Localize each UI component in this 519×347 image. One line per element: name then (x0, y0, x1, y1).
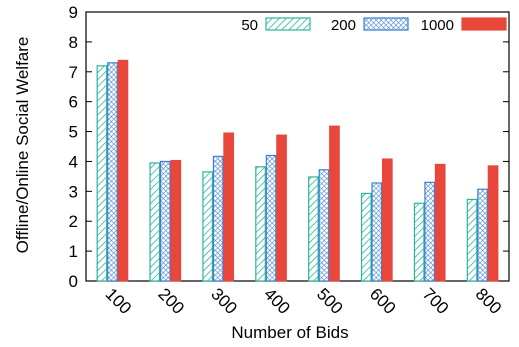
x-tick-label: 800 (472, 284, 505, 317)
bar-200-800 (477, 188, 488, 282)
x-tick-label: 400 (260, 284, 293, 317)
y-tick-label: 9 (69, 3, 78, 22)
legend-label: 1000 (421, 17, 454, 34)
bar-50-100 (96, 65, 108, 282)
bar-1000-500 (329, 125, 340, 282)
y-tick-label: 0 (69, 272, 78, 291)
y-tick-label: 2 (69, 212, 78, 231)
y-tick-label: 4 (69, 152, 78, 171)
bar-50-200 (149, 162, 161, 282)
bar-1000-100 (117, 59, 129, 282)
bar-50-700 (413, 202, 425, 282)
bar-1000-300 (223, 132, 235, 282)
legend-swatch (461, 17, 507, 31)
bar-50-500 (308, 176, 319, 282)
y-axis-label: Offline/Online Social Welfare (13, 37, 32, 254)
bar-1000-700 (434, 163, 446, 282)
bar-200-300 (212, 155, 224, 282)
legend-swatch (363, 17, 409, 31)
bar-200-600 (371, 182, 383, 282)
x-tick-label: 300 (207, 284, 240, 317)
legend-label: 200 (331, 17, 356, 34)
plot-area (85, 11, 510, 282)
bar-200-700 (424, 181, 436, 282)
y-tick-label: 1 (69, 242, 78, 261)
x-tick-label: 200 (154, 284, 187, 317)
y-tick-label: 7 (69, 63, 78, 82)
y-tick-label: 8 (69, 33, 78, 52)
legend-swatch (265, 17, 311, 31)
bar-200-400 (265, 154, 277, 282)
x-axis-label: Number of Bids (231, 323, 348, 342)
x-tick-label: 700 (419, 284, 452, 317)
y-tick-label: 3 (69, 182, 78, 201)
bar-50-300 (202, 171, 214, 282)
bar-50-400 (255, 166, 266, 282)
bar-200-500 (318, 169, 330, 282)
y-tick-label: 6 (69, 93, 78, 112)
legend: 50 200 1000 (241, 17, 507, 34)
x-tick-label: 500 (313, 284, 346, 317)
bar-200-200 (159, 160, 171, 282)
bar-50-600 (360, 192, 372, 282)
y-tick-label: 5 (69, 123, 78, 142)
legend-label: 50 (241, 17, 258, 34)
bar-1000-600 (381, 158, 393, 282)
bar-1000-400 (276, 134, 287, 282)
x-tick-label: 600 (366, 284, 399, 317)
bar-200-100 (107, 62, 118, 282)
plot-frame (85, 11, 510, 282)
bar-1000-200 (170, 159, 182, 282)
bar-50-800 (466, 198, 478, 282)
x-tick-label: 100 (102, 284, 135, 317)
bars (96, 59, 499, 282)
y-axis-ticks: 0 1 2 3 4 5 6 7 8 9 (69, 3, 509, 291)
bar-1000-800 (487, 165, 499, 282)
